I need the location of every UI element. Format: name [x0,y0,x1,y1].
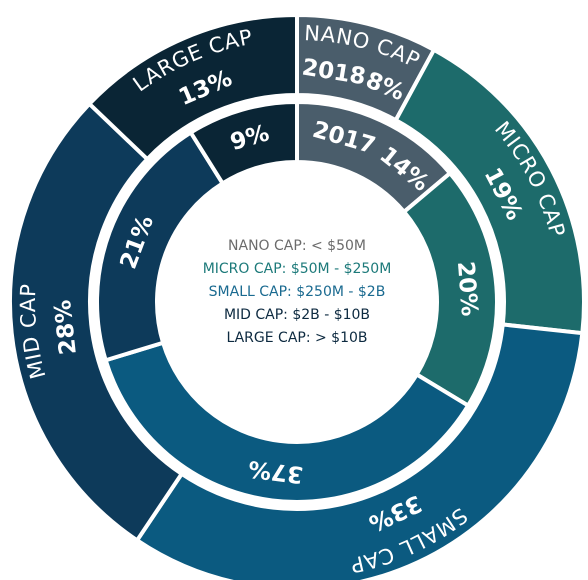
donut-segment [8,101,185,544]
donut-segment [188,99,299,187]
center-text: NANO CAP: < $50M [228,238,366,254]
value-label: 28% [50,298,82,356]
value-label: 20% [452,260,482,317]
donut-segment [103,340,471,504]
center-text: SMALL CAP: $250M - $2B [209,284,386,300]
center-text: MID CAP: $2B - $10B [224,307,370,323]
center-text: LARGE CAP: > $10B [226,330,367,346]
center-text: MICRO CAP: $50M - $250M [203,261,392,277]
donut-segment [134,322,585,580]
donut-segment [86,12,299,162]
